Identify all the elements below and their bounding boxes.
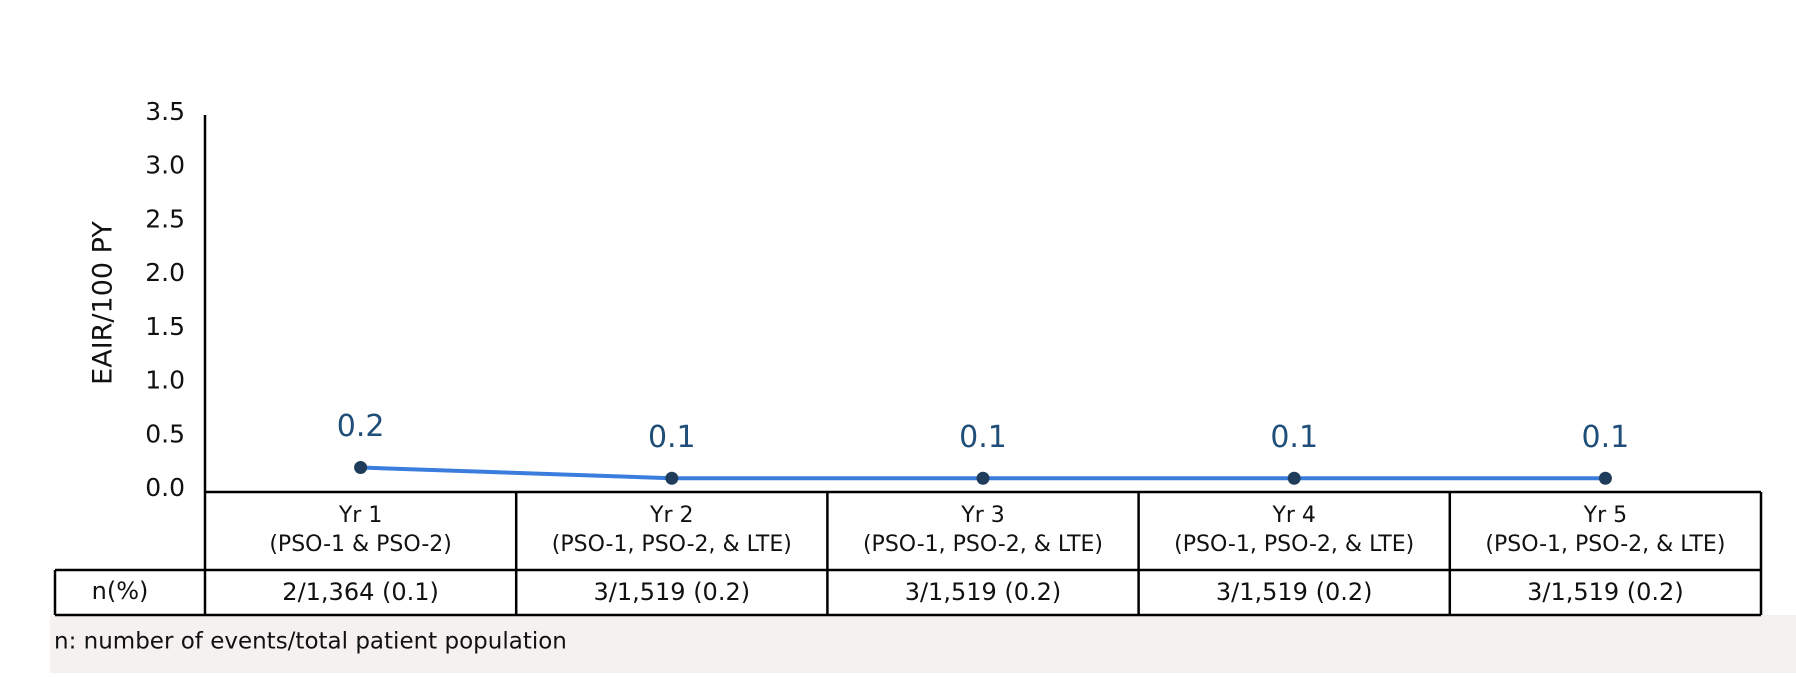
marker (354, 461, 368, 475)
x-tick-detail: (PSO-1, PSO-2, & LTE) (552, 532, 792, 557)
footnote: n: number of events/total patient popula… (54, 629, 567, 655)
x-tick-detail: (PSO-1, PSO-2, & LTE) (1485, 532, 1725, 557)
y-tick-label: 0.5 (145, 419, 185, 448)
y-tick-label: 1.0 (145, 366, 185, 395)
x-tick-detail: (PSO-1, PSO-2, & LTE) (863, 532, 1103, 557)
footnote-background (50, 615, 1796, 673)
y-tick-label: 3.0 (145, 151, 185, 180)
marker (1287, 471, 1301, 485)
y-tick-label: 2.0 (145, 258, 185, 287)
data-label: 0.1 (959, 420, 1007, 455)
marker (1598, 471, 1612, 485)
x-tick-label: Yr 3 (960, 503, 1004, 528)
row-label: n(%) (92, 577, 149, 605)
x-tick-detail: (PSO-1 & PSO-2) (269, 532, 452, 557)
data-label: 0.2 (337, 409, 385, 444)
y-tick-label: 2.5 (145, 204, 185, 233)
table-cell: 3/1,519 (0.2) (905, 578, 1062, 606)
data-label: 0.1 (648, 420, 696, 455)
marker (976, 471, 990, 485)
x-tick-label: Yr 4 (1271, 503, 1315, 528)
table-cell: 3/1,519 (0.2) (594, 578, 751, 606)
table-cell: 3/1,519 (0.2) (1527, 578, 1684, 606)
x-tick-label: Yr 5 (1583, 503, 1627, 528)
marker (665, 471, 679, 485)
x-tick-label: Yr 2 (649, 503, 693, 528)
table-cell: 3/1,519 (0.2) (1216, 578, 1373, 606)
table-cell: 2/1,364 (0.1) (282, 578, 439, 606)
x-tick-detail: (PSO-1, PSO-2, & LTE) (1174, 532, 1414, 557)
data-label: 0.1 (1270, 420, 1318, 455)
y-tick-label: 3.5 (145, 97, 185, 126)
y-tick-label: 1.5 (145, 312, 185, 341)
data-label: 0.1 (1582, 420, 1630, 455)
y-axis-title: EAIR/100 PY (88, 221, 119, 385)
x-tick-label: Yr 1 (338, 503, 382, 528)
y-tick-label: 0.0 (145, 473, 185, 502)
